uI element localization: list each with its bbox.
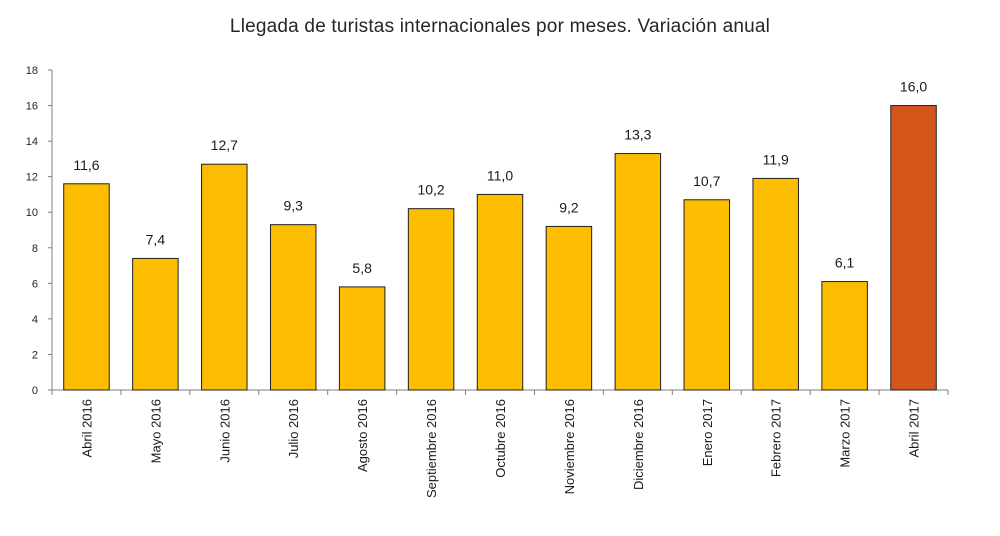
data-label: 11,0: [487, 167, 513, 183]
x-tick-label: Febrero 2017: [769, 399, 784, 477]
x-tick-label: Abril 2016: [79, 399, 94, 458]
y-tick-label: 2: [32, 349, 38, 361]
y-tick-label: 10: [26, 207, 38, 219]
x-tick-label: Octubre 2016: [493, 399, 508, 478]
x-tick-label: Julio 2016: [286, 399, 301, 458]
bar: [545, 225, 593, 391]
bar: [269, 224, 317, 391]
data-label: 13,3: [624, 127, 651, 143]
x-tick-label: Septiembre 2016: [424, 399, 439, 498]
x-tick-label: Abril 2017: [907, 399, 922, 458]
bar: [201, 163, 248, 391]
bar: [614, 153, 662, 391]
data-label: 9,3: [283, 198, 303, 214]
bar: [338, 286, 386, 391]
bar: [752, 177, 799, 391]
x-tick-label: Junio 2016: [217, 399, 232, 463]
y-tick-label: 4: [32, 314, 38, 326]
bar: [683, 199, 731, 391]
y-tick-label: 14: [26, 136, 38, 148]
x-tick-label: Mayo 2016: [148, 399, 163, 463]
x-tick-label: Agosto 2016: [355, 399, 370, 472]
y-tick-label: 18: [26, 65, 38, 77]
data-label: 11,9: [763, 151, 789, 167]
data-label: 10,2: [417, 182, 444, 198]
x-tick-label: Marzo 2017: [838, 399, 853, 468]
bar: [63, 183, 110, 391]
x-tick-label: Enero 2017: [700, 399, 715, 466]
data-label: 10,7: [693, 173, 720, 189]
y-tick-label: 12: [26, 172, 38, 184]
data-label: 6,1: [835, 255, 855, 271]
y-tick-label: 0: [32, 385, 38, 397]
data-label: 7,4: [146, 231, 166, 247]
data-label: 11,6: [73, 157, 99, 173]
x-tick-label: Noviembre 2016: [562, 399, 577, 494]
bar: [407, 208, 455, 391]
data-label: 9,2: [559, 199, 579, 215]
chart-title: Llegada de turistas internacionales por …: [229, 16, 771, 37]
bar: [890, 105, 937, 391]
y-tick-label: 6: [32, 278, 38, 290]
data-label: 16,0: [900, 79, 927, 95]
bar: [476, 193, 524, 391]
bar: [132, 257, 179, 391]
x-tick-label: Diciembre 2016: [631, 399, 646, 490]
y-tick-label: 16: [26, 101, 38, 113]
data-label: 12,7: [211, 137, 238, 153]
bar: [821, 281, 868, 391]
data-label: 5,8: [352, 260, 372, 276]
y-tick-label: 8: [32, 243, 38, 255]
